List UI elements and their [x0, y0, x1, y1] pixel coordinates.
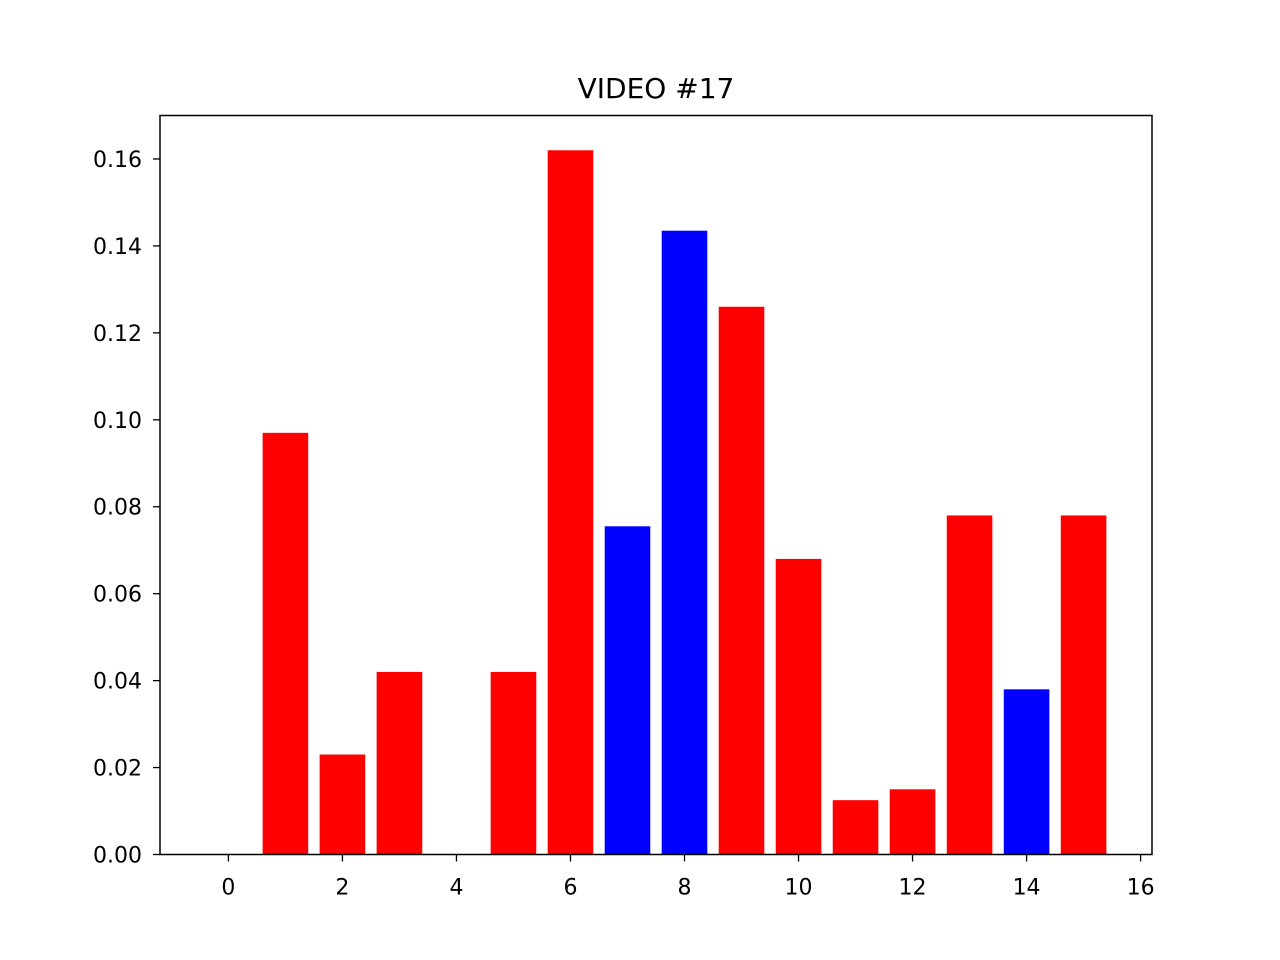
y-tick-label: 0.08 — [93, 496, 142, 521]
x-tick-label: 16 — [1127, 876, 1155, 901]
x-tick-label: 0 — [221, 876, 235, 901]
x-tick-label: 6 — [563, 876, 577, 901]
y-tick-label: 0.10 — [93, 409, 142, 434]
bar-10 — [775, 558, 822, 855]
bar-1 — [262, 432, 309, 855]
bar-5 — [490, 671, 537, 855]
x-axis: 0 2 4 6 8 10 12 14 16 — [221, 854, 1155, 901]
y-axis: 0.00 0.02 0.04 0.06 0.08 0.10 0.12 0.14 0.16 — [93, 148, 160, 869]
y-tick-label: 0.00 — [93, 844, 142, 869]
x-tick-label: 2 — [335, 876, 349, 901]
y-tick-label: 0.14 — [93, 235, 142, 260]
bar-13 — [946, 515, 993, 855]
bar-3 — [376, 671, 423, 855]
bar-14 — [1003, 689, 1050, 855]
bar-7 — [604, 526, 651, 855]
bars-group — [262, 150, 1107, 855]
bar-9 — [718, 306, 765, 855]
x-tick-label: 4 — [449, 876, 463, 901]
bar-15 — [1060, 515, 1107, 855]
bar-12 — [889, 789, 936, 855]
bar-8 — [661, 230, 708, 855]
bar-11 — [832, 800, 879, 855]
x-tick-label: 14 — [1013, 876, 1041, 901]
plot-frame — [159, 114, 1153, 856]
chart-title: VIDEO #17 — [578, 72, 735, 105]
y-tick-label: 0.02 — [93, 757, 142, 782]
y-tick-label: 0.06 — [93, 583, 142, 608]
y-tick-label: 0.16 — [93, 148, 142, 173]
x-tick-label: 12 — [899, 876, 927, 901]
y-tick-label: 0.12 — [93, 322, 142, 347]
y-tick-label: 0.04 — [93, 670, 142, 695]
x-tick-label: 8 — [678, 876, 692, 901]
x-tick-label: 10 — [785, 876, 813, 901]
bar-2 — [319, 754, 366, 855]
bar-6 — [547, 150, 594, 855]
